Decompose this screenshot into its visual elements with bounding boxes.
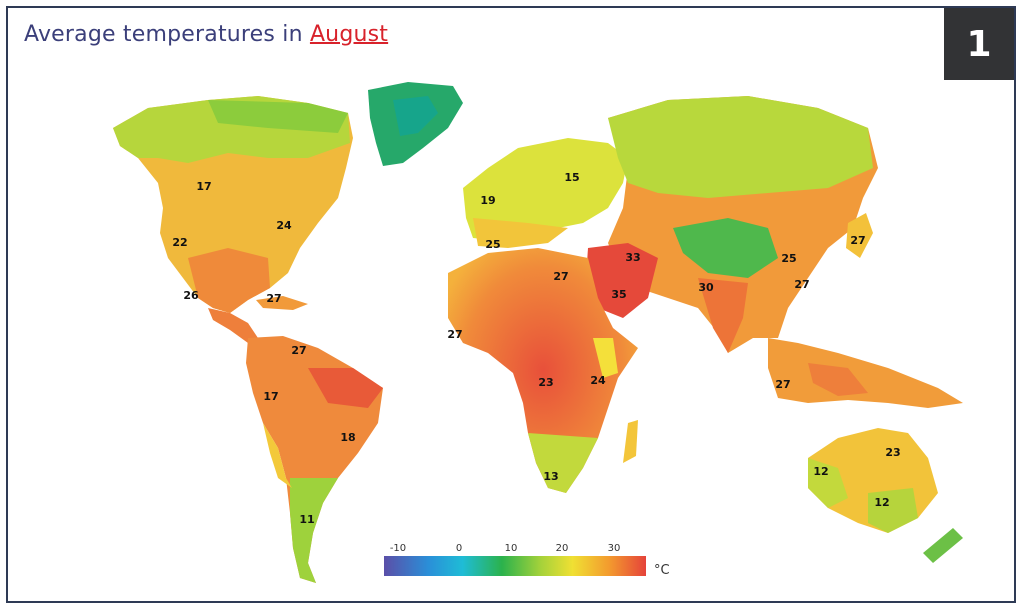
legend-tick: 10 — [505, 543, 518, 554]
temp-label-alaska-canada: 17 — [196, 180, 211, 193]
legend-unit: °C — [654, 563, 670, 578]
temp-label-west-australia: 12 — [813, 465, 828, 478]
temp-label-india: 30 — [698, 281, 714, 294]
arabia — [586, 243, 658, 318]
legend-tick: 0 — [456, 543, 462, 554]
temperature-labels: 17 22 24 26 27 27 17 18 11 19 15 25 27 2… — [172, 171, 900, 526]
central-america — [208, 308, 258, 343]
japan — [846, 213, 873, 258]
temp-label-brazil: 18 — [340, 431, 355, 444]
temp-label-north-china: 25 — [781, 252, 796, 265]
temp-label-mexico: 26 — [183, 289, 199, 302]
map-frame: -10 0 10 20 30 °C 17 22 24 26 27 27 17 1… — [6, 6, 1016, 603]
temp-label-western-europe: 19 — [480, 194, 495, 207]
madagascar — [623, 420, 638, 463]
temp-label-west-africa: 27 — [447, 328, 462, 341]
temp-label-mediterranean: 25 — [485, 238, 500, 251]
legend-tick: 30 — [608, 543, 621, 554]
temp-label-caribbean: 27 — [266, 292, 281, 305]
legend-colorbar — [384, 556, 646, 576]
legend-tick: 20 — [556, 543, 569, 554]
new-zealand — [923, 528, 963, 563]
page-number-badge: 1 — [944, 8, 1014, 80]
title-prefix: Average temperatures in — [24, 22, 303, 47]
temp-label-middle-east: 33 — [625, 251, 640, 264]
temp-label-north-australia: 23 — [885, 446, 900, 459]
temp-label-venezuela: 27 — [291, 344, 306, 357]
title-month: August — [309, 22, 389, 47]
temp-label-arabia: 35 — [611, 288, 626, 301]
temp-label-patagonia: 11 — [299, 513, 314, 526]
temp-label-east-africa: 24 — [590, 374, 606, 387]
temp-label-central-africa: 23 — [538, 376, 553, 389]
temperature-legend: -10 0 10 20 30 °C — [384, 543, 670, 578]
temp-label-indonesia: 27 — [775, 378, 790, 391]
temp-label-sahara: 27 — [553, 270, 568, 283]
temp-label-south-africa: 13 — [543, 470, 558, 483]
temp-label-russia: 15 — [564, 171, 579, 184]
temp-label-west-us: 22 — [172, 236, 187, 249]
world-temperature-map: -10 0 10 20 30 °C 17 22 24 26 27 27 17 1… — [113, 82, 963, 583]
temp-label-southeast-australia: 12 — [874, 496, 889, 509]
temp-label-peru: 17 — [263, 390, 278, 403]
temp-label-south-china: 27 — [794, 278, 809, 291]
map-title: Average temperatures in August — [24, 22, 388, 47]
temp-label-japan: 27 — [850, 234, 865, 247]
temp-label-east-us: 24 — [276, 219, 292, 232]
indonesia — [768, 338, 963, 408]
africa — [448, 248, 638, 493]
europe — [463, 138, 628, 240]
legend-tick: -10 — [390, 543, 406, 554]
